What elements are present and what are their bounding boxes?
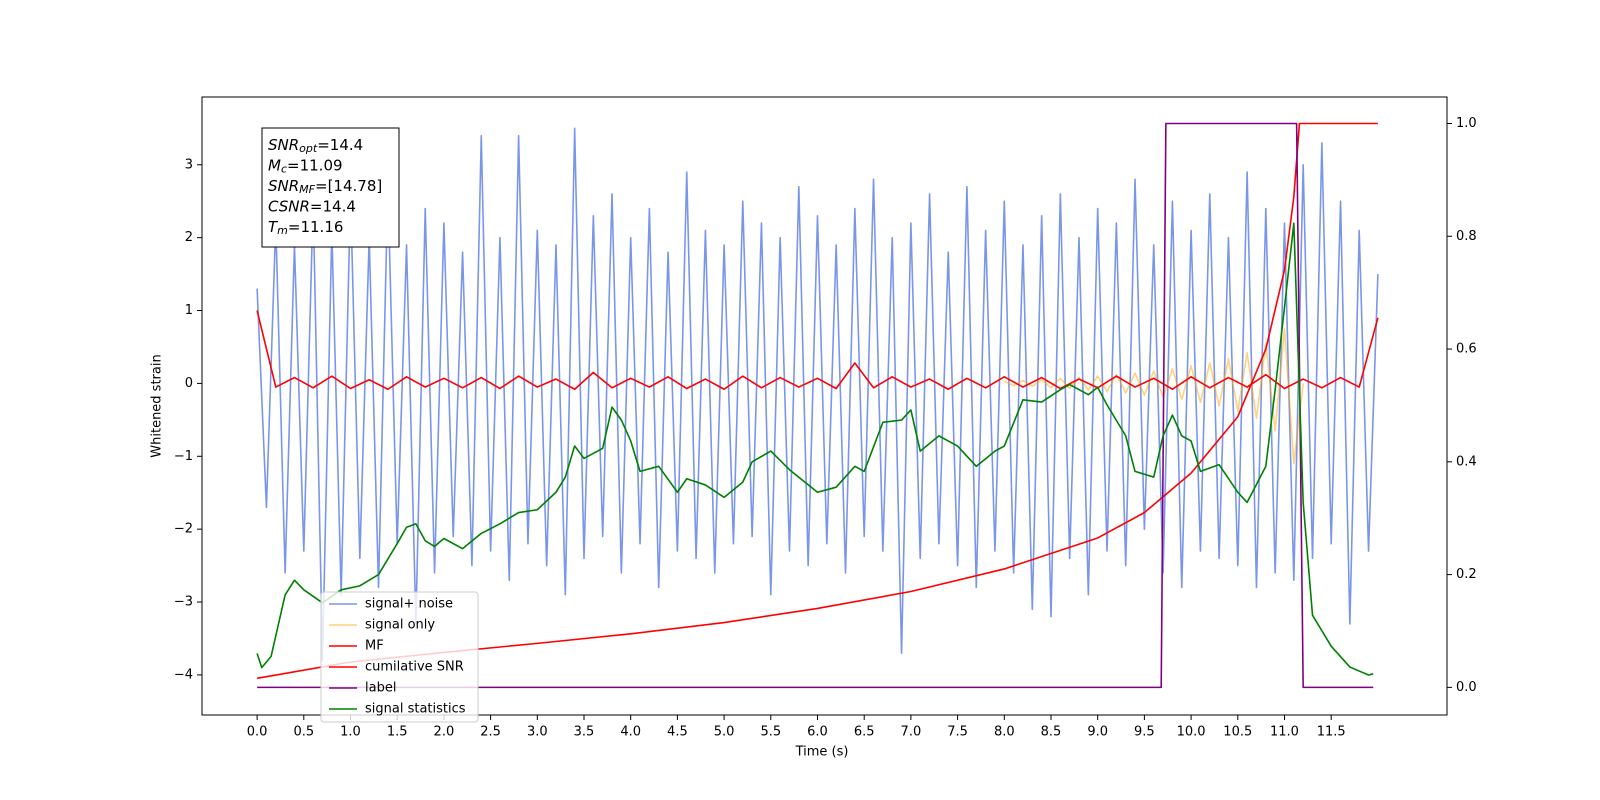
text-sub: MF (299, 183, 315, 196)
y2-tick-label: 0.2 (1456, 567, 1477, 582)
y-tick-label: 0 (185, 376, 193, 391)
text-box (261, 127, 400, 248)
y-tick-label: −2 (174, 522, 193, 537)
series-line (256, 310, 1379, 391)
legend-box (320, 591, 479, 723)
y-tick-label: −4 (174, 667, 193, 682)
x-tick-label: 6.5 (854, 725, 875, 740)
text-box-line: Tm=11.16 (268, 218, 343, 238)
y-tick-label: 1 (185, 303, 193, 318)
text-sub: opt (299, 142, 318, 155)
series-line (256, 122, 1378, 680)
axes-frame (201, 96, 1448, 716)
x-tick-label: 4.5 (667, 725, 688, 740)
y2-tick-label: 1.0 (1456, 116, 1477, 131)
text-main: CSNR (268, 197, 310, 215)
x-tick-label: 1.5 (387, 725, 408, 740)
legend-label: label (365, 681, 396, 696)
text-main: SNR (268, 177, 299, 195)
x-tick-label: 8.0 (994, 725, 1015, 740)
y2-tick-label: 0.0 (1456, 680, 1477, 695)
x-tick-label: 7.5 (947, 725, 968, 740)
text-box-line: CSNR=14.4 (268, 197, 356, 215)
text-sub: m (277, 224, 288, 237)
series-line (256, 127, 1379, 662)
y-axis-label: Whitened strain (150, 354, 165, 457)
x-tick-label: 9.5 (1134, 725, 1155, 740)
x-tick-label: 2.0 (434, 725, 455, 740)
text-rest: =14.4 (317, 136, 363, 154)
legend-label: signal+ noise (365, 597, 453, 612)
series-line (257, 122, 1374, 689)
x-tick-label: 0.0 (247, 725, 268, 740)
x-tick-label: 3.5 (574, 725, 595, 740)
y2-tick-label: 0.6 (1456, 342, 1477, 357)
series-line (256, 222, 1374, 676)
text-main: SNR (268, 136, 299, 154)
x-tick-label: 5.0 (714, 725, 735, 740)
y-tick-label: −1 (174, 449, 193, 464)
legend-label: cumilative SNR (365, 660, 464, 675)
x-tick-label: 10.0 (1177, 725, 1206, 740)
legend-label: signal only (365, 618, 435, 633)
x-tick-label: 10.5 (1223, 725, 1252, 740)
x-axis-label: Time (s) (795, 745, 849, 760)
text-rest: =11.09 (287, 156, 343, 174)
y2-tick-label: 0.8 (1456, 229, 1477, 244)
plot-area (256, 122, 1379, 689)
text-main: T (268, 218, 279, 236)
text-main: M (268, 156, 281, 174)
text-box-line: SNRMF=[14.78] (268, 177, 382, 197)
x-tick-label: 5.5 (760, 725, 781, 740)
legend-label: MF (365, 639, 384, 654)
x-tick-label: 2.5 (480, 725, 501, 740)
text-rest: =14.4 (310, 197, 356, 215)
x-tick-label: 11.5 (1317, 725, 1346, 740)
legend-label: signal statistics (365, 702, 466, 717)
text-box-line: SNRopt=14.4 (268, 136, 363, 156)
x-tick-label: 4.0 (620, 725, 641, 740)
x-tick-label: 6.0 (807, 725, 828, 740)
text-box-line: Mc=11.09 (268, 156, 343, 176)
y2-tick-label: 0.4 (1456, 454, 1477, 469)
text-rest: =11.16 (288, 218, 344, 236)
y-tick-label: −3 (174, 595, 193, 610)
x-tick-label: 3.0 (527, 725, 548, 740)
y-tick-label: 3 (185, 157, 193, 172)
text-sub: c (281, 163, 287, 176)
x-tick-label: 11.0 (1270, 725, 1299, 740)
y-tick-label: 2 (185, 230, 193, 245)
x-tick-label: 1.0 (340, 725, 361, 740)
x-tick-label: 8.5 (1041, 725, 1062, 740)
x-tick-label: 0.5 (293, 725, 314, 740)
x-tick-label: 7.0 (901, 725, 922, 740)
text-rest: =[14.78] (315, 177, 382, 195)
x-tick-label: 9.0 (1087, 725, 1108, 740)
